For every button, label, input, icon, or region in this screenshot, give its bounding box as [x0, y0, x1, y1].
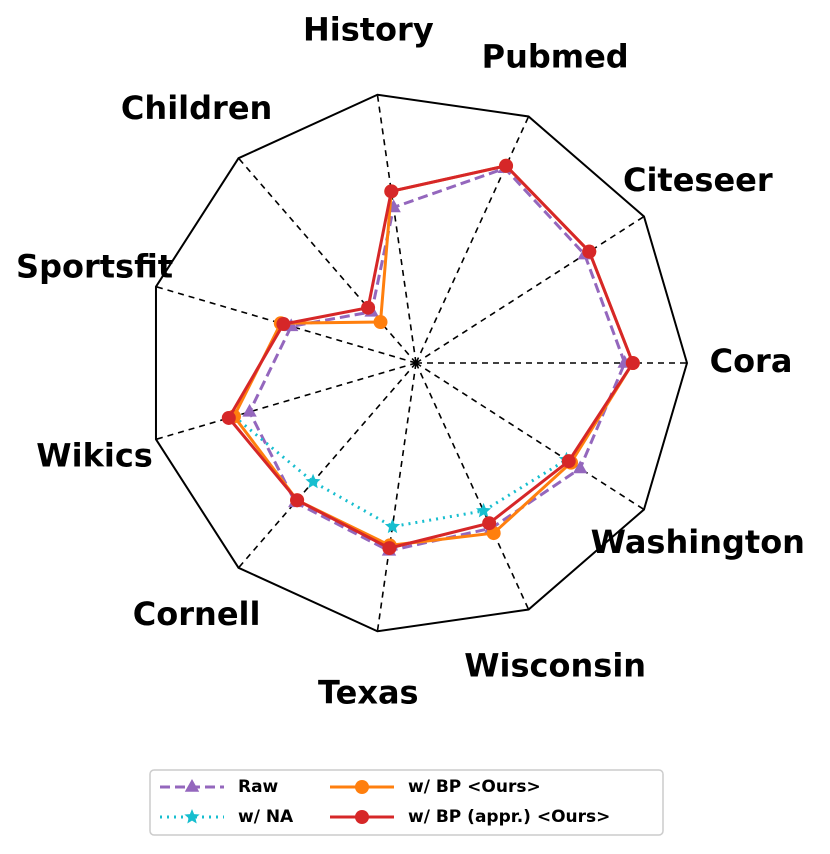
legend-label: w/ NA	[238, 807, 294, 827]
data-point	[384, 518, 401, 534]
series-line	[226, 164, 635, 550]
spoke	[415, 116, 530, 364]
data-point	[305, 473, 321, 489]
data-point	[221, 410, 236, 425]
data-point	[482, 516, 497, 531]
legend-box	[149, 769, 664, 836]
category-label: Pubmed	[482, 37, 629, 75]
series-line	[232, 164, 635, 547]
category-label: History	[303, 10, 434, 48]
spoke	[237, 362, 417, 569]
data-point	[276, 317, 291, 332]
spoke	[237, 157, 417, 364]
data-point	[475, 502, 492, 518]
spoke	[155, 362, 417, 441]
spoke	[415, 215, 645, 364]
legend-marker	[355, 780, 369, 794]
category-label: Cora	[710, 342, 793, 380]
data-point	[561, 454, 576, 469]
data-point	[373, 315, 388, 330]
category-label: Texas	[318, 674, 419, 712]
series-line	[247, 166, 627, 553]
data-point	[625, 356, 640, 370]
spoke	[376, 362, 417, 632]
category-label: Citeseer	[623, 161, 773, 199]
legend-label: Raw	[238, 777, 279, 797]
category-label: Cornell	[133, 595, 261, 633]
category-label: Washington	[591, 523, 805, 561]
data-point	[384, 184, 399, 199]
data-point	[242, 403, 257, 417]
spoke	[415, 362, 530, 610]
legend-label: w/ BP <Ours>	[408, 777, 541, 797]
outer-frame	[154, 93, 689, 633]
category-label: Children	[121, 89, 272, 127]
legend-marker	[184, 779, 200, 792]
data-point	[361, 300, 376, 315]
data-point	[290, 493, 305, 508]
legend-marker	[184, 809, 200, 824]
spoke	[376, 94, 417, 364]
data-point	[572, 460, 588, 474]
spoke	[415, 362, 645, 511]
data-point	[582, 244, 597, 259]
legend-label: w/ BP (appr.) <Ours>	[408, 807, 610, 827]
category-label: Wikics	[36, 436, 153, 474]
category-label: Sportsfit	[16, 248, 173, 286]
data-point	[382, 541, 397, 556]
legend-marker	[355, 810, 369, 824]
category-label: Wisconsin	[464, 647, 646, 685]
data-point	[499, 158, 514, 173]
